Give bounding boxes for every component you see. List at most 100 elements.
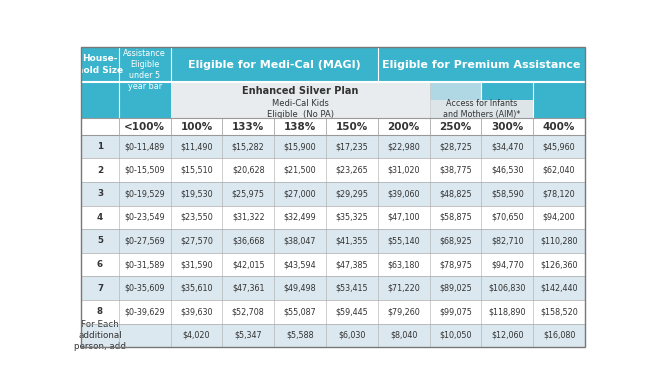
- Text: $41,355: $41,355: [335, 236, 368, 245]
- Text: $8,040: $8,040: [390, 331, 417, 340]
- Text: $38,775: $38,775: [439, 166, 472, 175]
- Text: $0-31,589: $0-31,589: [124, 260, 165, 269]
- Text: $70,650: $70,650: [491, 213, 524, 222]
- Text: House-
hold Size: House- hold Size: [77, 55, 123, 74]
- Text: $89,025: $89,025: [439, 284, 472, 292]
- Text: 1: 1: [97, 142, 103, 151]
- Text: 5: 5: [97, 236, 103, 245]
- Text: $28,725: $28,725: [439, 142, 472, 151]
- Text: For Each
additional
person, add: For Each additional person, add: [74, 320, 126, 351]
- Text: $27,570: $27,570: [180, 236, 213, 245]
- Text: $32,499: $32,499: [283, 213, 317, 222]
- Text: $39,630: $39,630: [180, 307, 213, 316]
- Text: 200%: 200%: [387, 122, 420, 131]
- Bar: [533, 82, 585, 100]
- Text: $110,280: $110,280: [540, 236, 578, 245]
- Text: $31,322: $31,322: [232, 213, 265, 222]
- Text: $15,282: $15,282: [232, 142, 265, 151]
- Text: $29,295: $29,295: [335, 189, 369, 198]
- Text: $94,200: $94,200: [543, 213, 575, 222]
- Bar: [170, 82, 430, 100]
- Text: Access for Infants
and Mothers (AIM)*: Access for Infants and Mothers (AIM)*: [443, 99, 520, 119]
- Text: 138%: 138%: [284, 122, 316, 131]
- Text: $16,080: $16,080: [543, 331, 575, 340]
- Text: $15,900: $15,900: [284, 142, 317, 151]
- Bar: [81, 324, 585, 347]
- Text: $20,628: $20,628: [232, 166, 265, 175]
- Text: $63,180: $63,180: [387, 260, 420, 269]
- Text: $23,265: $23,265: [335, 166, 369, 175]
- Text: $94,770: $94,770: [491, 260, 524, 269]
- Text: $35,610: $35,610: [180, 284, 213, 292]
- Text: $118,890: $118,890: [489, 307, 526, 316]
- Text: $46,530: $46,530: [491, 166, 523, 175]
- Text: $62,040: $62,040: [543, 166, 575, 175]
- Text: 7: 7: [97, 284, 103, 292]
- Text: $47,100: $47,100: [387, 213, 420, 222]
- Text: $52,708: $52,708: [232, 307, 265, 316]
- Text: 250%: 250%: [439, 122, 472, 131]
- Text: $55,087: $55,087: [283, 307, 317, 316]
- Bar: [81, 47, 585, 82]
- Text: Enhanced Silver Plan: Enhanced Silver Plan: [242, 86, 358, 96]
- Text: $49,498: $49,498: [284, 284, 317, 292]
- Text: $31,020: $31,020: [387, 166, 420, 175]
- Text: $99,075: $99,075: [439, 307, 472, 316]
- Text: $0-11,489: $0-11,489: [124, 142, 165, 151]
- Text: $78,975: $78,975: [439, 260, 472, 269]
- Text: $0-39,629: $0-39,629: [124, 307, 165, 316]
- Text: $35,325: $35,325: [335, 213, 369, 222]
- Text: <100%: <100%: [124, 122, 165, 131]
- Bar: [81, 100, 170, 118]
- Text: $15,510: $15,510: [180, 166, 213, 175]
- Text: 300%: 300%: [491, 122, 523, 131]
- Text: $27,000: $27,000: [284, 189, 317, 198]
- Text: $17,235: $17,235: [335, 142, 369, 151]
- Text: 100%: 100%: [180, 122, 213, 131]
- Text: $158,520: $158,520: [540, 307, 578, 316]
- Text: $4,020: $4,020: [183, 331, 210, 340]
- Text: $59,445: $59,445: [335, 307, 369, 316]
- Text: $142,440: $142,440: [540, 284, 578, 292]
- Text: $58,875: $58,875: [439, 213, 472, 222]
- Bar: [81, 253, 585, 277]
- Text: $55,140: $55,140: [387, 236, 420, 245]
- Text: $78,120: $78,120: [543, 189, 575, 198]
- Bar: [430, 100, 533, 118]
- Text: 400%: 400%: [543, 122, 575, 131]
- Text: $6,030: $6,030: [338, 331, 365, 340]
- Text: 8: 8: [97, 307, 103, 316]
- Text: $58,590: $58,590: [491, 189, 524, 198]
- Text: Medi-Cal Kids
Eligible  (No PA): Medi-Cal Kids Eligible (No PA): [266, 99, 333, 119]
- Bar: [81, 135, 585, 158]
- Text: Premium
Assistance
Eligible
under 5
year bar: Premium Assistance Eligible under 5 year…: [124, 39, 166, 90]
- Text: $25,975: $25,975: [232, 189, 265, 198]
- Text: $38,047: $38,047: [284, 236, 317, 245]
- Text: $0-19,529: $0-19,529: [124, 189, 165, 198]
- Text: $31,590: $31,590: [180, 260, 213, 269]
- Text: 150%: 150%: [336, 122, 368, 131]
- Text: 133%: 133%: [232, 122, 265, 131]
- Bar: [81, 206, 585, 229]
- Text: $19,530: $19,530: [180, 189, 213, 198]
- Bar: [81, 277, 585, 300]
- Bar: [81, 182, 585, 206]
- Text: $79,260: $79,260: [387, 307, 420, 316]
- Text: $82,710: $82,710: [491, 236, 524, 245]
- Text: $45,960: $45,960: [543, 142, 575, 151]
- Text: $10,050: $10,050: [439, 331, 472, 340]
- Text: 6: 6: [97, 260, 103, 269]
- Text: $48,825: $48,825: [439, 189, 472, 198]
- Bar: [533, 100, 585, 118]
- Text: $43,594: $43,594: [284, 260, 317, 269]
- Text: $0-27,569: $0-27,569: [124, 236, 165, 245]
- Bar: [81, 300, 585, 324]
- Text: $126,360: $126,360: [540, 260, 578, 269]
- Text: $5,588: $5,588: [286, 331, 314, 340]
- Text: $0-23,549: $0-23,549: [124, 213, 165, 222]
- Text: $47,385: $47,385: [335, 260, 368, 269]
- Text: $0-15,509: $0-15,509: [124, 166, 165, 175]
- Text: $22,980: $22,980: [387, 142, 420, 151]
- Text: $71,220: $71,220: [387, 284, 420, 292]
- Text: $12,060: $12,060: [491, 331, 523, 340]
